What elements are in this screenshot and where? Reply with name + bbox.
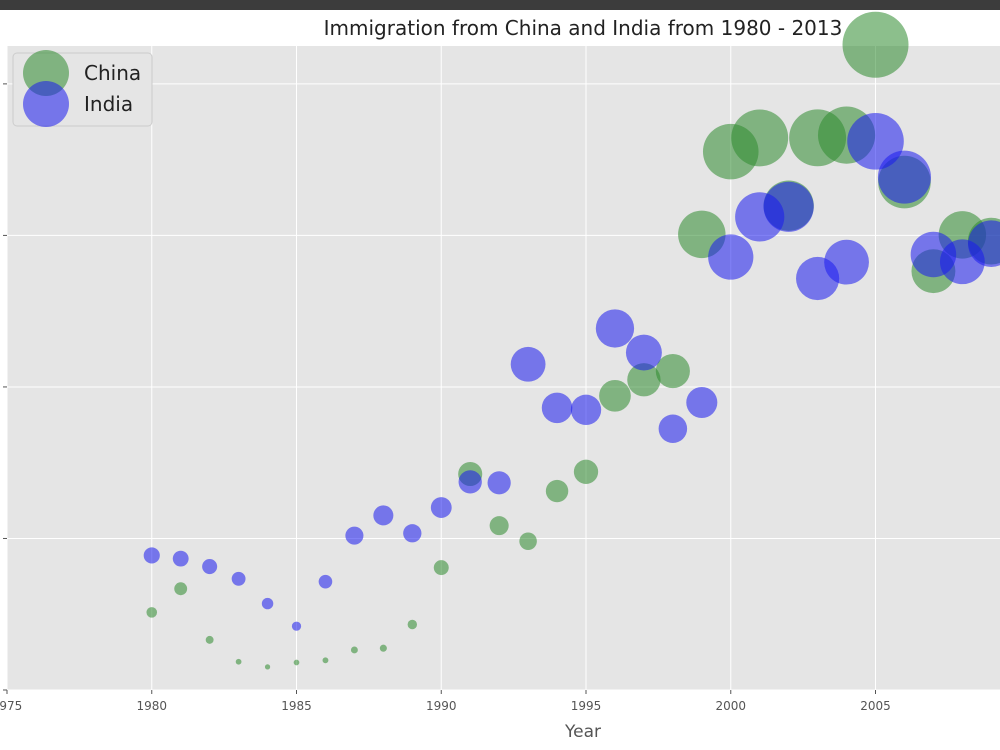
bubble-china-1985 <box>293 659 300 666</box>
window-top-bar <box>0 0 1000 10</box>
bubble-india-1998 <box>658 414 688 444</box>
data-bubbles <box>143 11 1000 670</box>
bubble-china-2001 <box>731 109 789 167</box>
bubble-india-1983 <box>231 571 246 586</box>
bubble-china-1998 <box>655 353 690 389</box>
bubble-china-1988 <box>379 644 387 652</box>
bubble-india-1989 <box>403 524 422 543</box>
legend: China India <box>12 50 153 127</box>
x-tick-label: 1985 <box>281 699 312 713</box>
bubble-india-1980 <box>143 547 160 564</box>
axis-ticks: 1975 1980 1985 1990 1995 2000 2005 <box>0 83 891 713</box>
bubble-china-1981 <box>174 582 188 596</box>
bubble-china-1997 <box>627 363 661 397</box>
x-axis-label: Year <box>564 722 601 742</box>
bubble-china-1996 <box>599 379 631 412</box>
bubble-china-1980 <box>146 607 158 618</box>
bubble-india-1984 <box>261 597 274 610</box>
bubble-india-1996 <box>595 309 635 348</box>
bubble-india-2000 <box>708 234 754 280</box>
bubble-india-1995 <box>570 394 602 426</box>
bubble-india-1988 <box>373 505 394 526</box>
bubble-china-1994 <box>545 479 569 503</box>
bubble-india-1981 <box>172 550 189 567</box>
bubble-india-1992 <box>487 471 511 495</box>
bubble-india-1991 <box>458 470 482 494</box>
bubble-china-1983 <box>235 658 242 665</box>
bubble-china-1989 <box>407 619 418 630</box>
bubble-india-1999 <box>686 386 718 419</box>
x-tick-label: 2005 <box>860 699 891 713</box>
bubble-china-1995 <box>573 459 599 484</box>
bubble-india-2006 <box>877 150 932 204</box>
x-tick-label: 1980 <box>136 699 167 713</box>
bubble-india-1985 <box>291 621 302 631</box>
chart-title: Immigration from China and India from 19… <box>324 16 843 40</box>
legend-marker-india <box>23 81 69 127</box>
bubble-india-1994 <box>541 392 573 424</box>
legend-label-china: China <box>84 61 141 85</box>
bubble-india-1997 <box>625 334 662 371</box>
bubble-india-1990 <box>430 497 452 518</box>
bubble-china-2005 <box>842 11 909 78</box>
legend-label-india: India <box>84 92 133 116</box>
x-tick-label: 1995 <box>571 699 602 713</box>
bubble-india-1987 <box>345 526 364 545</box>
bubble-china-1982 <box>205 635 214 644</box>
bubble-china-1993 <box>519 532 537 551</box>
x-tick-label: 1975 <box>0 699 22 713</box>
bubble-india-1986 <box>318 574 333 589</box>
bubble-china-1986 <box>322 657 329 664</box>
bubble-india-1993 <box>510 346 546 382</box>
bubble-india-2009 <box>968 220 1000 267</box>
bubble-china-1990 <box>433 560 449 576</box>
bubble-india-1982 <box>202 559 218 575</box>
bubble-india-2002 <box>763 181 814 232</box>
bubble-china-1987 <box>350 646 358 654</box>
bubble-china-1992 <box>489 516 509 536</box>
grid-lines <box>6 46 1000 691</box>
x-tick-label: 2000 <box>715 699 746 713</box>
bubble-china-1984 <box>264 664 271 670</box>
x-tick-label: 1990 <box>426 699 457 713</box>
bubble-india-2004 <box>824 239 869 285</box>
